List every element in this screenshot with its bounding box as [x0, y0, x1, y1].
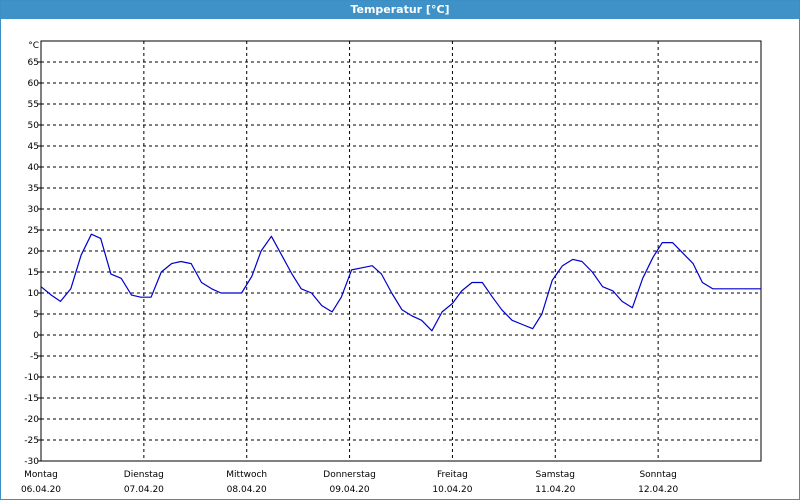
grid-lines: [41, 41, 761, 462]
y-tick-label: 60: [28, 79, 40, 89]
y-tick-label: 65: [28, 58, 39, 68]
series-layer: [40, 233, 761, 332]
y-tick-label: -25: [24, 436, 39, 446]
x-axis: Montag 06.04.20 Dienstag 07.04.20 Mittwoch 08…: [21, 470, 678, 495]
y-tick-label: 15: [28, 268, 39, 278]
window-title: Temperatur [°C]: [1, 1, 799, 19]
day-label: Mittwoch: [226, 470, 267, 480]
y-tick-label: 25: [28, 226, 39, 236]
day-label: Montag: [24, 470, 58, 480]
y-tick-label: -5: [30, 352, 39, 362]
temperature-line: [40, 233, 761, 332]
day-label: Donnerstag: [323, 470, 376, 480]
y-tick-label: 35: [28, 184, 39, 194]
y-unit-label: °C: [28, 41, 39, 51]
date-label: 10.04.20: [432, 485, 472, 495]
y-tick-label: -10: [24, 373, 39, 383]
y-tick-label: -30: [24, 457, 39, 467]
date-label: 07.04.20: [124, 485, 164, 495]
date-label: 12.04.20: [638, 485, 678, 495]
y-tick-label: -15: [24, 394, 39, 404]
date-label: 06.04.20: [21, 485, 61, 495]
day-label: Samstag: [536, 470, 575, 480]
y-tick-label: 0: [33, 331, 39, 341]
y-tick-label: 45: [28, 142, 39, 152]
y-tick-label: 50: [28, 121, 40, 131]
day-label: Sonntag: [639, 470, 676, 480]
y-tick-label: 10: [28, 289, 40, 299]
y-tick-label: 30: [28, 205, 40, 215]
y-tick-label: -20: [24, 415, 39, 425]
y-tick-label: 20: [28, 247, 40, 257]
date-label: 09.04.20: [330, 485, 370, 495]
y-axis: -30 -25 -20 -15 -10 -5 0 5 10 15 20 25 30 35 40 45 50 55 6…: [24, 41, 41, 467]
y-tick-label: 40: [28, 163, 40, 173]
day-label: Dienstag: [124, 470, 164, 480]
date-label: 08.04.20: [227, 485, 267, 495]
y-tick-label: 5: [33, 310, 39, 320]
date-label: 11.04.20: [535, 485, 575, 495]
y-tick-label: 55: [28, 100, 39, 110]
day-label: Freitag: [437, 470, 468, 480]
